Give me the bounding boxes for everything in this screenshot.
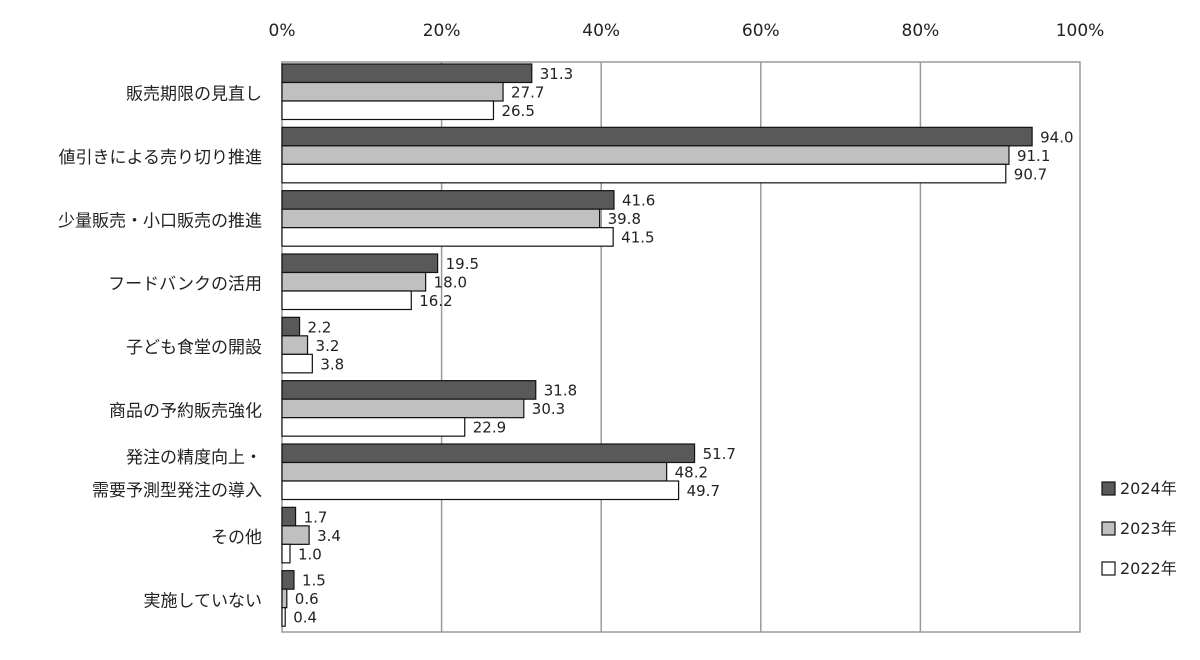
bar [281,380,537,400]
x-tick-label: 60% [742,21,780,41]
bar [281,543,291,564]
data-label: 41.6 [622,192,655,210]
data-label: 1.0 [298,545,322,563]
category-label: 値引きによる売り切り推進 [59,148,263,168]
bar [281,126,1033,147]
data-label: 0.6 [295,590,319,608]
bar [281,163,1007,184]
bar [281,190,615,210]
bar [281,353,313,374]
legend-swatch [1101,521,1116,536]
category-label: 少量販売・小口販売の推進 [58,211,262,231]
data-label: 16.2 [419,292,452,310]
bar [281,335,309,355]
bar [281,443,696,464]
bar [281,506,297,527]
bar [281,417,466,437]
data-label: 3.8 [320,355,344,373]
data-label: 51.7 [703,445,736,463]
bar [281,81,504,102]
bar [281,398,525,419]
legend-label: 2022年 [1120,559,1177,578]
data-label: 2.2 [308,318,332,336]
data-label: 26.5 [501,102,534,120]
data-label: 31.8 [544,382,577,400]
category-label: フードバンクの活用 [108,275,262,295]
category-label: 発注の精度向上・ [126,448,262,468]
bar [281,570,295,590]
x-tick-label: 0% [269,21,296,41]
x-tick-label: 80% [902,21,940,41]
category-label: 商品の予約販売強化 [109,401,262,421]
data-label: 49.7 [687,482,720,500]
data-label: 0.4 [293,609,317,627]
legend-label: 2023年 [1120,519,1177,538]
legend-swatch [1101,561,1116,576]
data-label: 90.7 [1014,165,1047,183]
data-label: 41.5 [621,229,654,247]
bar [281,607,286,627]
bar [281,461,668,482]
data-label: 30.3 [532,400,565,418]
data-label: 1.5 [302,572,326,590]
bar [281,63,533,84]
category-label: 子ども食堂の開設 [126,338,262,358]
legend-swatch [1101,481,1116,496]
bar [281,145,1010,165]
bar [281,100,495,121]
bar [281,316,301,337]
data-label: 3.4 [317,527,341,545]
bar [281,271,427,292]
x-tick-label: 40% [582,21,620,41]
category-label: 実施していない [144,591,263,611]
x-tick-label: 100% [1056,21,1105,41]
bar [281,525,310,545]
data-label: 1.7 [304,508,328,526]
bar [281,253,439,274]
data-label: 94.0 [1040,128,1073,146]
data-label: 19.5 [446,255,479,273]
data-label: 22.9 [473,419,506,437]
category-label: その他 [211,528,262,548]
category-label: 販売期限の見直し [126,85,262,105]
data-label: 48.2 [675,464,708,482]
legend-label: 2024年 [1120,479,1177,498]
bar [281,290,412,311]
data-label: 18.0 [434,274,467,292]
data-label: 3.2 [316,337,340,355]
bar [281,208,601,229]
data-label: 27.7 [511,84,544,102]
bar [281,480,680,501]
bar [281,588,288,609]
category-label: 需要予測型発注の導入 [92,481,262,501]
data-label: 91.1 [1017,147,1050,165]
data-label: 31.3 [540,65,573,83]
x-tick-label: 20% [423,21,461,41]
bar [281,227,614,247]
data-label: 39.8 [608,210,641,228]
